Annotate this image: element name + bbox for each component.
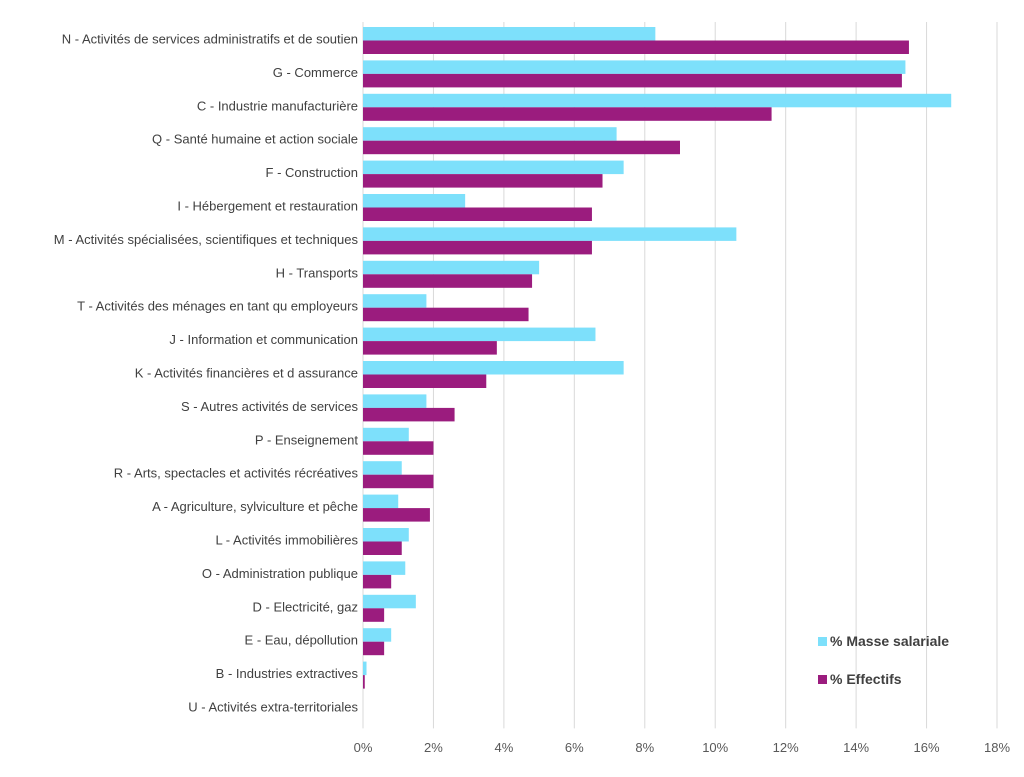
bar-masse-salariale bbox=[363, 227, 737, 241]
category-label: P - Enseignement bbox=[255, 432, 358, 447]
bar-effectifs bbox=[363, 240, 592, 255]
bar-effectifs bbox=[363, 207, 592, 221]
category-label: U - Activités extra-territoriales bbox=[188, 700, 358, 715]
x-tick-label: 14% bbox=[843, 740, 869, 755]
x-tick-label: 12% bbox=[773, 740, 799, 755]
bar-masse-salariale bbox=[363, 427, 409, 442]
category-label: S - Autres activités de services bbox=[181, 399, 359, 414]
category-label: M - Activités spécialisées, scientifique… bbox=[54, 232, 359, 247]
category-label: I - Hébergement et restauration bbox=[177, 199, 358, 214]
bar-effectifs bbox=[363, 307, 529, 322]
bar-masse-salariale bbox=[363, 294, 427, 308]
category-label: N - Activités de services administratifs… bbox=[62, 32, 358, 47]
bar-effectifs bbox=[363, 341, 497, 355]
category-labels: N - Activités de services administratifs… bbox=[54, 32, 359, 715]
bar-effectifs bbox=[363, 508, 430, 522]
x-tick-label: 16% bbox=[914, 740, 940, 755]
bar-effectifs bbox=[363, 574, 392, 589]
x-tick-label: 6% bbox=[565, 740, 584, 755]
category-label: F - Construction bbox=[266, 165, 358, 180]
x-tick-label: 18% bbox=[984, 740, 1010, 755]
bar-effectifs bbox=[363, 374, 487, 388]
bar-effectifs bbox=[363, 541, 402, 555]
legend-label: % Masse salariale bbox=[830, 633, 949, 649]
category-label: H - Transports bbox=[276, 265, 359, 280]
category-label: E - Eau, dépollution bbox=[245, 633, 358, 648]
bar-effectifs bbox=[363, 140, 680, 155]
category-label: K - Activités financières et d assurance bbox=[135, 366, 358, 381]
category-label: T - Activités des ménages en tant qu emp… bbox=[77, 299, 358, 314]
bar-masse-salariale bbox=[363, 160, 624, 175]
bars bbox=[363, 27, 952, 689]
x-axis-tick-labels: 0% 2% 4% 6% 8% 10% 12% 14% 16% 18% bbox=[354, 740, 1011, 755]
bar-masse-salariale bbox=[363, 661, 367, 676]
bar-masse-salariale bbox=[363, 528, 409, 542]
bar-effectifs bbox=[363, 675, 365, 689]
category-label: Q - Santé humaine et action sociale bbox=[152, 132, 358, 147]
bar-masse-salariale bbox=[363, 394, 427, 408]
bar-masse-salariale bbox=[363, 27, 656, 41]
bar-effectifs bbox=[363, 73, 902, 88]
x-tick-label: 10% bbox=[702, 740, 728, 755]
legend-swatch bbox=[818, 675, 827, 684]
bar-effectifs bbox=[363, 641, 385, 656]
legend-label: % Effectifs bbox=[830, 671, 902, 687]
bar-masse-salariale bbox=[363, 461, 402, 475]
category-label: B - Industries extractives bbox=[216, 666, 359, 681]
x-tick-label: 0% bbox=[354, 740, 373, 755]
bar-masse-salariale bbox=[363, 127, 617, 141]
legend: % Masse salariale % Effectifs bbox=[818, 633, 949, 687]
category-label: D - Electricité, gaz bbox=[253, 599, 358, 614]
x-tick-label: 8% bbox=[635, 740, 654, 755]
bar-effectifs bbox=[363, 407, 455, 422]
bar-masse-salariale bbox=[363, 260, 540, 275]
bar-masse-salariale bbox=[363, 561, 406, 575]
bar-masse-salariale bbox=[363, 628, 392, 642]
bar-masse-salariale bbox=[363, 93, 952, 108]
category-label: R - Arts, spectacles et activités récréa… bbox=[114, 466, 359, 481]
bar-masse-salariale bbox=[363, 327, 596, 342]
bar-masse-salariale bbox=[363, 361, 624, 375]
category-label: G - Commerce bbox=[273, 65, 358, 80]
x-tick-label: 2% bbox=[424, 740, 443, 755]
x-tick-label: 4% bbox=[494, 740, 513, 755]
bar-effectifs bbox=[363, 174, 603, 188]
category-label: L - Activités immobilières bbox=[215, 533, 358, 548]
bar-masse-salariale bbox=[363, 494, 399, 509]
bar-effectifs bbox=[363, 40, 909, 54]
legend-swatch bbox=[818, 637, 827, 646]
bar-effectifs bbox=[363, 441, 434, 455]
category-label: A - Agriculture, sylviculture et pêche bbox=[152, 499, 358, 514]
category-label: C - Industrie manufacturière bbox=[197, 98, 358, 113]
bar-masse-salariale bbox=[363, 60, 906, 74]
bar-effectifs bbox=[363, 608, 385, 622]
bar-effectifs bbox=[363, 274, 533, 288]
bar-effectifs bbox=[363, 474, 434, 489]
bar-masse-salariale bbox=[363, 594, 416, 609]
category-label: J - Information et communication bbox=[169, 332, 358, 347]
bar-masse-salariale bbox=[363, 194, 466, 208]
bar-effectifs bbox=[363, 107, 772, 121]
category-label: O - Administration publique bbox=[202, 566, 358, 581]
